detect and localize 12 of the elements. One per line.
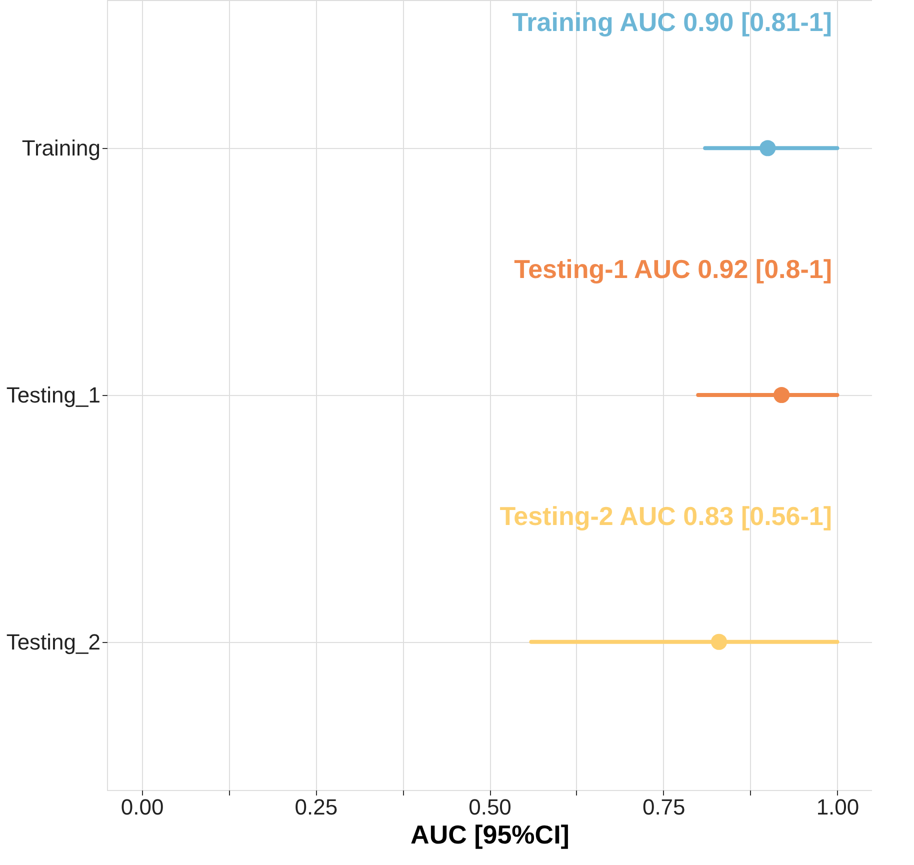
x-tick-label: 1.00	[816, 794, 860, 820]
x-tick-label: 0.00	[120, 794, 164, 820]
x-tick-label: 0.50	[468, 794, 512, 820]
annotation: Testing-1 AUC 0.92 [0.8-1]	[514, 254, 832, 284]
x-axis-title: AUC [95%CI]	[410, 820, 570, 850]
annotation: Training AUC 0.90 [0.81-1]	[512, 7, 832, 38]
y-tick-label: Testing_1	[6, 382, 100, 408]
x-tick-label: 0.25	[294, 794, 338, 820]
x-tick-label: 0.75	[642, 794, 686, 820]
y-tick-label: Testing_2	[6, 629, 100, 654]
annotation: Testing-2 AUC 0.83 [0.56-1]	[500, 500, 832, 531]
y-tick-label: Training	[22, 136, 100, 161]
